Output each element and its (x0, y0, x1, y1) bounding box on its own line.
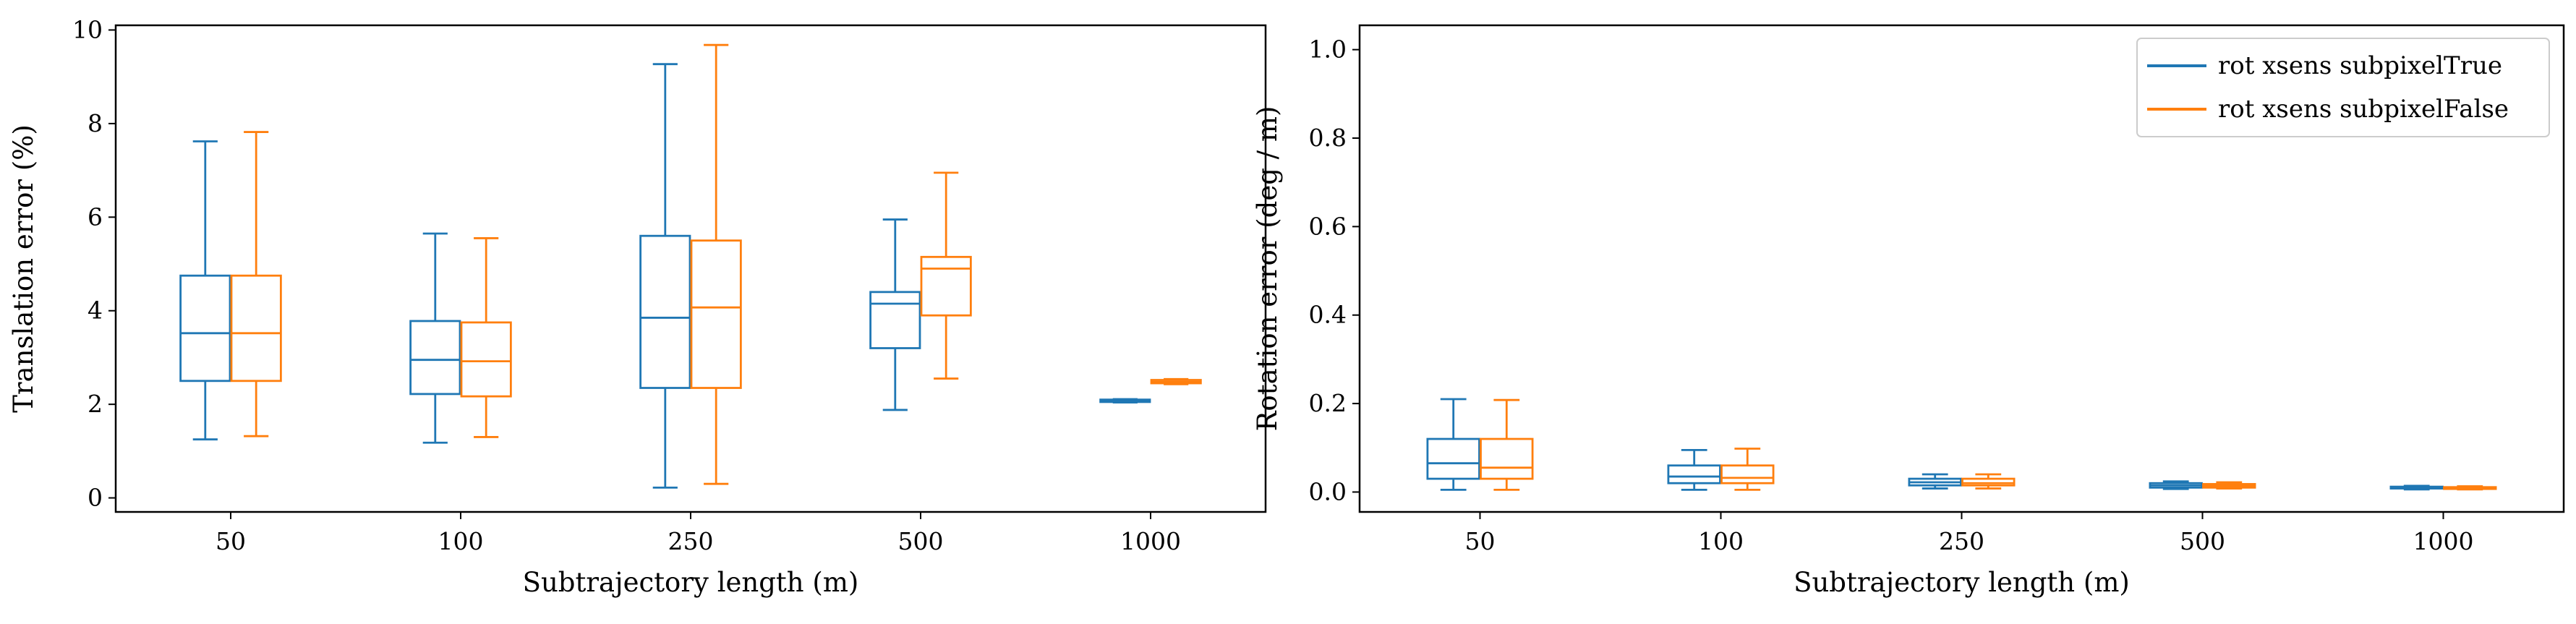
legend-label: rot xsens subpixelTrue (2218, 51, 2502, 80)
y-tick-label: 0.0 (1309, 477, 1347, 505)
box-iqr (409, 320, 461, 396)
box-subpixel-true (639, 63, 691, 489)
box-iqr (1961, 477, 2016, 487)
box-iqr (1480, 437, 1534, 480)
translation-error-chart: 0 2 4 6 8 10 50 100 250 500 1000 Subtrajectory leng… (8, 15, 1267, 598)
x-tick-label: 50 (1465, 527, 1496, 555)
y-axis-title: Rotation error (deg / m) (1252, 106, 1283, 432)
y-tick-label: 8 (88, 109, 103, 137)
x-tick-label: 250 (1939, 527, 1984, 555)
x-tick-label: 500 (898, 527, 944, 555)
x-axis-title: Subtrajectory length (m) (523, 567, 859, 598)
box-iqr (869, 291, 921, 349)
y-tick-label: 6 (88, 202, 103, 231)
y-tick-label: 2 (88, 390, 103, 418)
box-subpixel-true (409, 232, 461, 444)
box-subpixel-false (230, 131, 282, 437)
box-iqr (920, 255, 972, 317)
x-tick-label: 100 (438, 527, 484, 555)
y-axis-title: Translation error (%) (8, 124, 39, 413)
box-iqr (460, 321, 512, 398)
x-axis-title: Subtrajectory length (m) (1794, 567, 2130, 598)
legend: rot xsens subpixelTrue rot xsens subpixel… (2136, 38, 2550, 137)
y-tick-label: 1.0 (1309, 35, 1347, 64)
box-subpixel-false (1150, 377, 1202, 385)
y-tick-label: 0.2 (1309, 389, 1347, 417)
box-iqr (1426, 437, 1480, 480)
y-tick-label: 4 (88, 296, 103, 325)
y-tick-label: 10 (72, 15, 103, 43)
y-tick-label: 0.6 (1309, 212, 1347, 240)
box-iqr (179, 274, 231, 382)
box-subpixel-true (2149, 480, 2203, 490)
rotation-error-chart: 0.0 0.2 0.4 0.6 0.8 1.0 50 100 250 500 1000 Subtraj… (1252, 24, 2565, 598)
box-subpixel-true (179, 140, 231, 441)
box-subpixel-false (1961, 473, 2016, 490)
box-subpixel-true (1426, 398, 1480, 491)
box-subpixel-false (460, 237, 512, 438)
box-iqr (690, 239, 742, 389)
box-subpixel-true (1908, 473, 1962, 490)
box-subpixel-false (690, 43, 742, 485)
x-tick-label: 100 (1698, 527, 1744, 555)
box-subpixel-true (2389, 484, 2444, 491)
x-tick-label: 500 (2180, 527, 2225, 555)
x-tick-label: 1000 (2413, 527, 2474, 555)
box-subpixel-false (1720, 448, 1775, 491)
box-subpixel-true (1667, 448, 1721, 491)
box-iqr (639, 234, 691, 389)
y-tick-label: 0 (88, 484, 103, 512)
box-iqr (1667, 464, 1721, 484)
box-subpixel-true (869, 218, 921, 411)
x-tick-label: 250 (668, 527, 714, 555)
box-iqr (1720, 464, 1775, 484)
box-subpixel-false (2443, 485, 2497, 491)
legend-label: rot xsens subpixelFalse (2218, 95, 2509, 124)
box-subpixel-false (920, 171, 972, 380)
box-subpixel-false (2202, 481, 2256, 490)
y-tick-label: 0.4 (1309, 301, 1347, 329)
box-subpixel-true (1099, 398, 1151, 403)
box-subpixel-false (1480, 398, 1534, 491)
y-tick-label: 0.8 (1309, 124, 1347, 152)
x-tick-label: 1000 (1120, 527, 1181, 555)
legend-box (2136, 38, 2550, 137)
box-iqr (230, 274, 282, 382)
x-tick-label: 50 (216, 527, 246, 555)
